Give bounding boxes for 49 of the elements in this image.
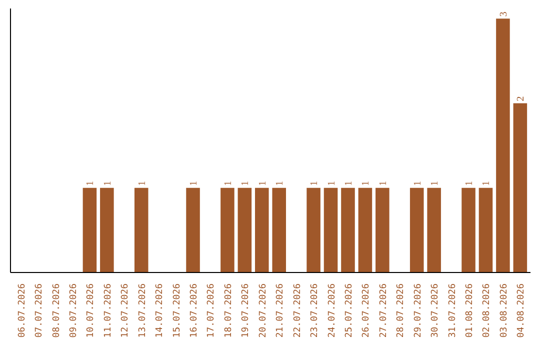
x-tick-label: 03.08.2026: [499, 283, 510, 338]
x-tick-label: 26.07.2026: [362, 283, 372, 338]
x-tick-label: 09.07.2026: [68, 283, 79, 338]
x-tick-label: 29.07.2026: [413, 283, 424, 338]
x-tick-label: 24.07.2026: [327, 283, 338, 338]
x-tick-label: 25.07.2026: [344, 283, 354, 338]
x-tick-label: 06.07.2026: [17, 283, 28, 338]
x-tick-label: 01.08.2026: [465, 283, 476, 338]
data-label: 2: [516, 96, 527, 102]
x-tick-label: 12.07.2026: [120, 283, 131, 338]
x-tick-label: 14.07.2026: [155, 283, 166, 338]
data-label: 1: [360, 180, 372, 186]
data-label: 1: [136, 180, 148, 186]
x-tick-label: 30.07.2026: [430, 283, 441, 338]
data-label: 1: [188, 180, 200, 186]
data-label: 1: [257, 180, 268, 186]
data-label: 1: [343, 180, 354, 186]
x-tick-label: 19.07.2026: [241, 283, 252, 338]
data-label: 3: [498, 12, 510, 17]
x-tick-label: 10.07.2026: [86, 283, 96, 338]
x-tick-label: 15.07.2026: [172, 283, 182, 338]
x-tick-label: 18.07.2026: [224, 283, 234, 338]
data-label: 1: [309, 180, 320, 186]
data-label: 1: [222, 180, 234, 186]
data-label: 1: [412, 180, 424, 186]
data-label: 1: [274, 180, 286, 186]
x-tick-label: 16.07.2026: [190, 283, 200, 338]
data-label: 1: [430, 180, 441, 186]
x-tick-label: 02.08.2026: [482, 283, 492, 338]
data-label: 1: [464, 180, 476, 186]
x-tick-label: 07.07.2026: [34, 283, 45, 338]
x-tick-label: 13.07.2026: [138, 283, 148, 338]
data-label: 1: [102, 180, 114, 186]
x-tick-label: 23.07.2026: [310, 283, 320, 338]
data-label: 1: [85, 180, 96, 186]
x-tick-label: 11.07.2026: [103, 283, 114, 338]
data-label: 1: [326, 180, 338, 186]
x-tick-label: 20.07.2026: [258, 283, 268, 338]
x-tick-label: 28.07.2026: [396, 283, 406, 338]
x-tick-label: 21.07.2026: [276, 283, 286, 338]
x-tick-label: 08.07.2026: [52, 283, 62, 338]
x-tick-label: 04.08.2026: [516, 283, 527, 338]
x-tick-label: 22.07.2026: [292, 283, 303, 338]
x-tick-label: 27.07.2026: [378, 283, 389, 338]
data-label: 1: [240, 180, 252, 186]
x-tick-label: 31.07.2026: [448, 283, 458, 338]
x-tick-label: 17.07.2026: [206, 283, 217, 338]
data-label: 1: [481, 180, 492, 186]
data-label: 1: [378, 180, 389, 186]
